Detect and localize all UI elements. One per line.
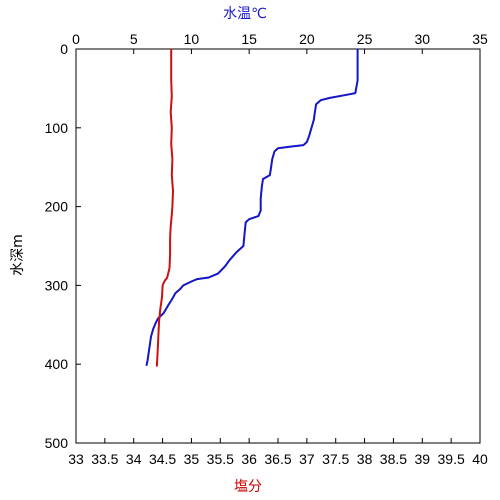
top-tick-label: 30 <box>414 31 430 47</box>
bottom-tick-label: 38 <box>357 451 373 467</box>
bottom-tick-label: 36.5 <box>264 451 291 467</box>
top-axis-title: 水温℃ <box>223 6 267 22</box>
bottom-tick-label: 37.5 <box>322 451 349 467</box>
bottom-tick-label: 35 <box>184 451 200 467</box>
bottom-tick-label: 33.5 <box>91 451 118 467</box>
top-tick-label: 10 <box>184 31 200 47</box>
bottom-tick-label: 34 <box>126 451 142 467</box>
bottom-tick-label: 36 <box>241 451 257 467</box>
top-tick-label: 5 <box>130 31 138 47</box>
y-tick-label: 100 <box>45 120 69 136</box>
top-axis-ticks: 0 5 10 15 20 25 30 35 <box>72 31 488 54</box>
bottom-tick-label: 33 <box>68 451 84 467</box>
y-tick-label: 200 <box>45 199 69 215</box>
bottom-tick-label: 39.5 <box>438 451 465 467</box>
top-tick-label: 25 <box>357 31 373 47</box>
bottom-tick-label: 38.5 <box>380 451 407 467</box>
bottom-axis-ticks: 33 33.5 34 34.5 35 35.5 36 36.5 37 37.5 38 38.5 39 39… <box>68 438 488 467</box>
series-layer <box>145 49 359 367</box>
top-tick-label: 0 <box>72 31 80 47</box>
y-axis-title: 水深m <box>10 234 26 276</box>
salinity-series-line <box>155 49 174 367</box>
plot-frame <box>75 48 481 444</box>
temperature-series-line <box>145 49 359 367</box>
bottom-axis-title: 塩分 <box>234 479 262 495</box>
y-tick-label: 500 <box>45 435 69 451</box>
y-tick-label: 0 <box>60 41 68 57</box>
bottom-tick-label: 34.5 <box>149 451 176 467</box>
bottom-tick-label: 37 <box>299 451 315 467</box>
top-tick-label: 20 <box>299 31 315 47</box>
y-tick-label: 300 <box>45 277 69 293</box>
top-tick-label: 35 <box>472 31 488 47</box>
top-tick-label: 15 <box>241 31 257 47</box>
bottom-tick-label: 35.5 <box>207 451 234 467</box>
left-axis-ticks: 0 100 200 300 400 500 <box>45 41 81 451</box>
y-tick-label: 400 <box>45 356 69 372</box>
bottom-tick-label: 39 <box>414 451 430 467</box>
bottom-tick-label: 40 <box>472 451 488 467</box>
